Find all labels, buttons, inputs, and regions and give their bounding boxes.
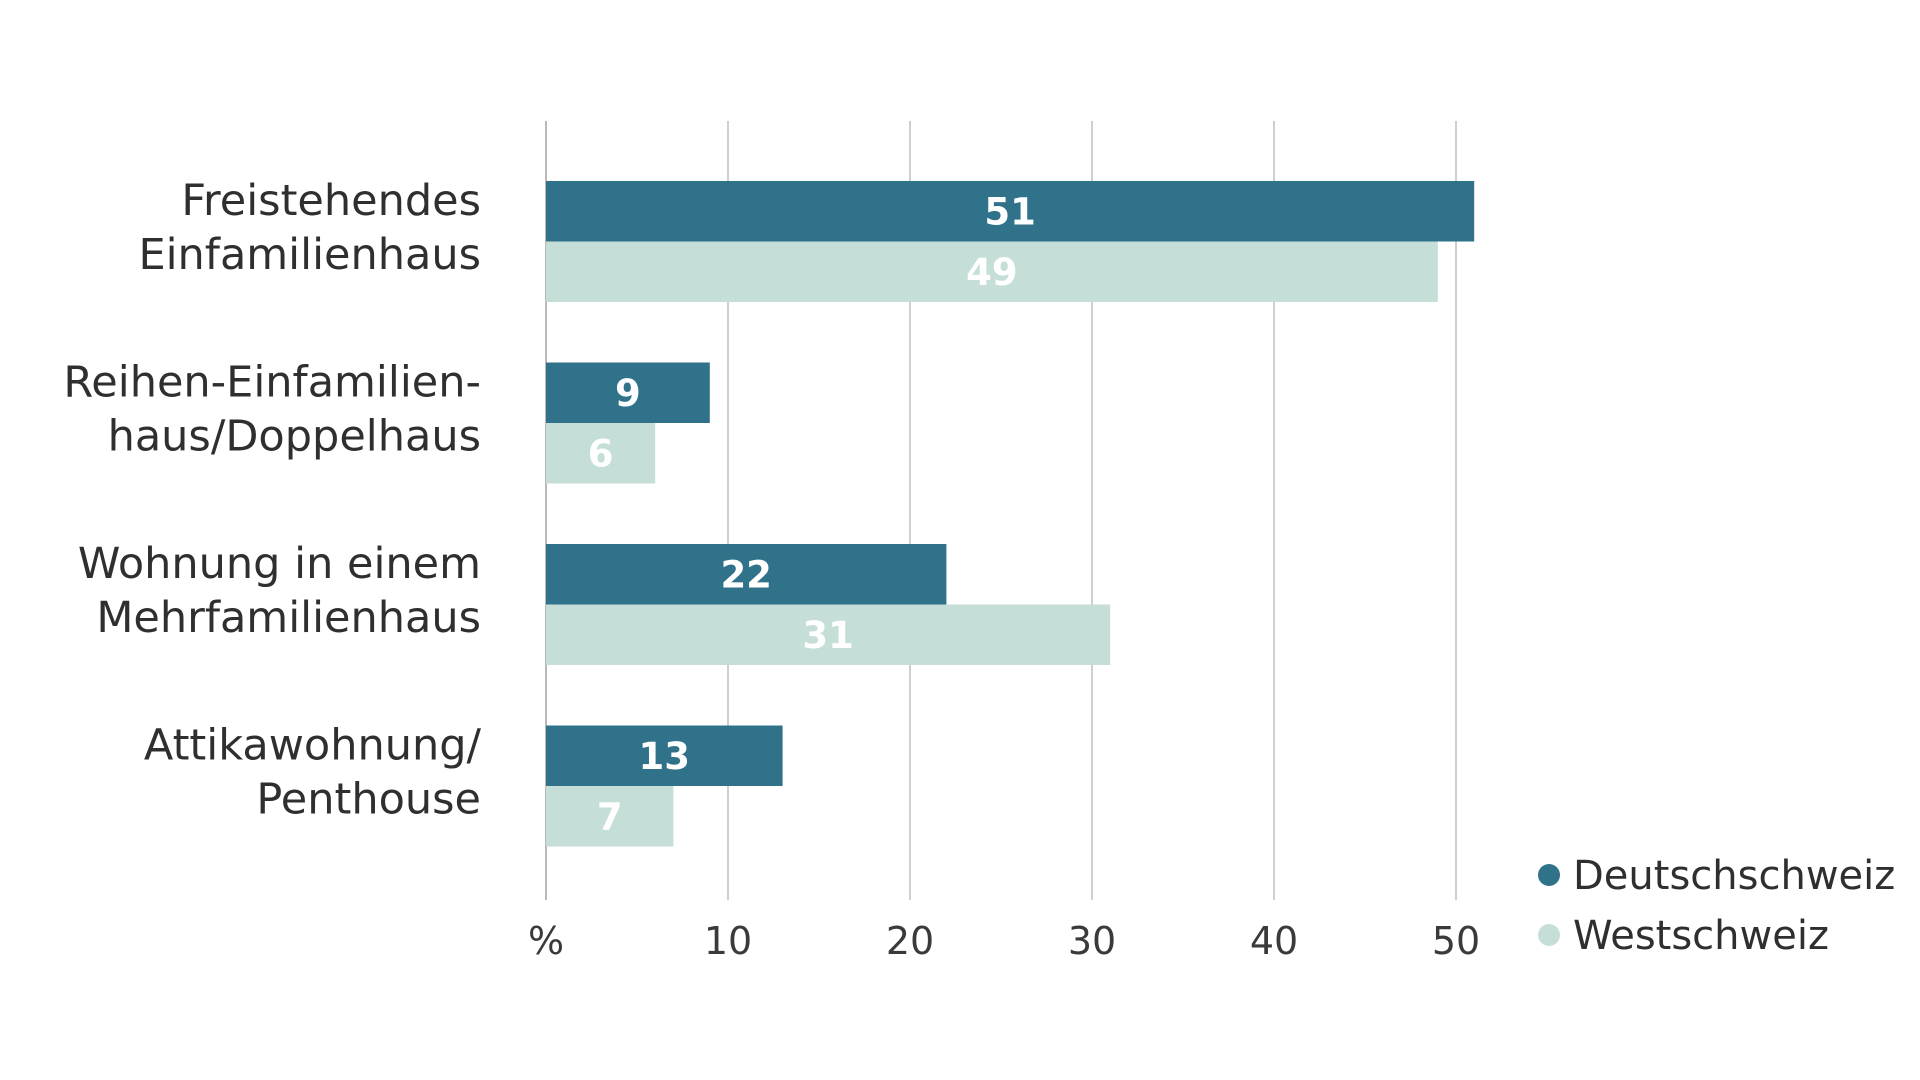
category-label: Reihen-Einfamilien- <box>63 358 481 408</box>
bar-value-label: 31 <box>802 614 854 657</box>
x-axis-ticks: % 10 20 30 40 50 <box>528 919 1480 963</box>
category-label: Wohnung in einem <box>78 539 481 589</box>
legend-swatch-deutschschweiz <box>1538 864 1560 886</box>
bar-westschweiz <box>546 423 656 484</box>
category-label: Mehrfamilienhaus <box>96 593 481 643</box>
x-tick-label: 10 <box>704 919 752 963</box>
bars: 51 49 96 22 31 13 7 <box>546 181 1475 847</box>
bar-value-label: 9 <box>615 372 641 415</box>
category-label: Freistehendes <box>181 176 481 226</box>
bar-deutschschweiz <box>546 725 783 786</box>
category-label: Einfamilienhaus <box>138 230 481 280</box>
x-tick-label: 30 <box>1068 919 1116 963</box>
category-label: Penthouse <box>256 775 481 825</box>
bar-deutschschweiz <box>546 362 710 423</box>
legend-label: Deutschschweiz <box>1573 853 1895 899</box>
legend-swatch-westschweiz <box>1538 924 1560 946</box>
bar-value-label: 22 <box>720 553 772 596</box>
x-tick-label: 20 <box>886 919 934 963</box>
bar-westschweiz <box>546 786 674 847</box>
category-label: haus/Doppelhaus <box>108 412 481 462</box>
bar-value-label: 13 <box>639 735 691 778</box>
x-tick-label: % <box>528 919 564 963</box>
bar-westschweiz <box>546 241 1438 302</box>
bar-deutschschweiz <box>546 181 1475 242</box>
category-label: Attikawohnung/ <box>144 721 482 771</box>
bar-deutschschweiz <box>546 544 947 605</box>
legend-label: Westschweiz <box>1573 913 1829 959</box>
bar-value-label: 51 <box>984 190 1036 233</box>
x-tick-label: 50 <box>1432 919 1480 963</box>
x-tick-label: 40 <box>1250 919 1298 963</box>
bar-value-label: 7 <box>597 795 623 838</box>
legend: Deutschschweiz Westschweiz <box>1538 853 1895 959</box>
bar-value-label: 49 <box>966 251 1018 294</box>
bar-westschweiz <box>546 604 1111 665</box>
bar-value-label: 6 <box>588 432 614 475</box>
